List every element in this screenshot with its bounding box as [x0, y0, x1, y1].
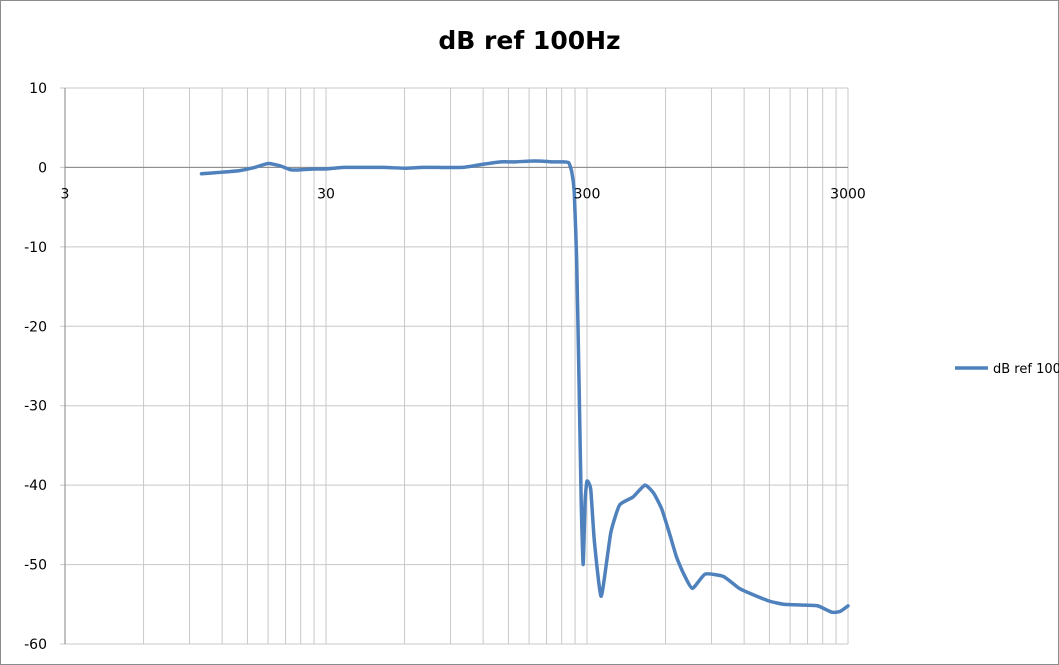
series-line: [199, 159, 850, 615]
y-tick-label: -60: [24, 637, 47, 653]
legend-label: dB ref 100Hz: [993, 362, 1059, 377]
x-tick-label: 3000: [830, 186, 866, 202]
x-tick-label: 3: [61, 186, 70, 202]
x-tick-label: 300: [574, 186, 601, 202]
y-tick-label: -10: [24, 240, 47, 256]
y-tick-label: 10: [29, 81, 47, 97]
axes-layer: [64, 88, 848, 644]
series-layer: [199, 159, 850, 615]
y-tick-label: -50: [24, 558, 47, 574]
y-tick-label: 0: [38, 160, 47, 176]
x-tick-label: 30: [317, 186, 335, 202]
y-tick-label: -30: [24, 399, 47, 415]
labels-layer: 10 0 -10 -20 -30 -40 -50 -60 3 30 300 3000: [24, 81, 866, 653]
y-tick-label: -40: [24, 478, 47, 494]
legend: dB ref 100Hz: [955, 362, 1059, 377]
y-tick-label: -20: [24, 319, 47, 335]
grid-layer: [60, 87, 849, 645]
chart-title: dB ref 100Hz: [438, 26, 621, 55]
